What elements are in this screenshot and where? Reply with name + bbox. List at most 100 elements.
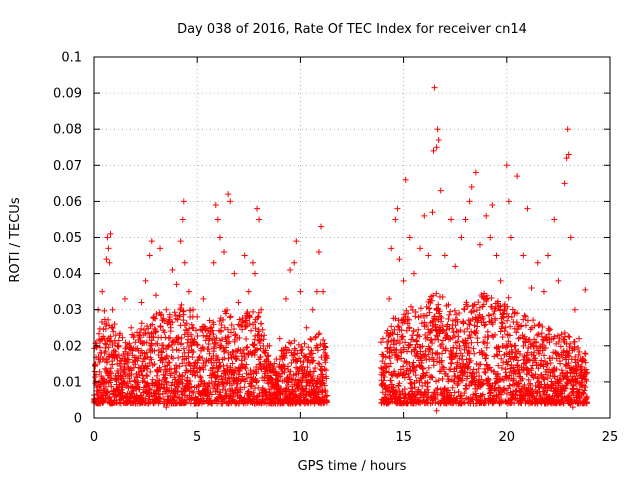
data-point	[380, 377, 387, 384]
data-point	[510, 364, 517, 371]
data-point	[424, 334, 431, 341]
data-point	[510, 392, 517, 399]
data-point	[317, 341, 324, 348]
data-point	[472, 169, 479, 176]
data-point	[144, 353, 151, 360]
data-point	[567, 234, 574, 241]
data-point	[427, 346, 434, 353]
data-point	[224, 334, 231, 341]
data-point	[146, 386, 153, 393]
data-point	[243, 344, 250, 351]
data-point	[505, 294, 512, 301]
data-point	[507, 234, 514, 241]
data-point	[494, 352, 501, 359]
data-point	[216, 359, 223, 366]
data-point	[449, 384, 456, 391]
data-point	[255, 309, 262, 316]
data-point	[400, 346, 407, 353]
data-point	[382, 364, 389, 371]
data-point	[437, 187, 444, 194]
data-point	[181, 259, 188, 266]
data-point	[168, 341, 175, 348]
data-point	[236, 322, 243, 329]
data-point	[434, 126, 441, 133]
data-point	[214, 372, 221, 379]
data-point	[434, 391, 441, 398]
data-point	[253, 370, 260, 377]
data-point	[489, 332, 496, 339]
data-point	[396, 256, 403, 263]
data-point	[183, 320, 190, 327]
data-point	[566, 333, 573, 340]
y-tick-label: 0.06	[53, 195, 82, 210]
data-point	[323, 367, 330, 374]
data-point	[438, 350, 445, 357]
data-point	[540, 288, 547, 295]
data-point	[187, 307, 194, 314]
y-axis-label: ROTI / TECUs	[8, 197, 23, 282]
data-point	[486, 312, 493, 319]
data-point	[467, 357, 474, 364]
data-point	[471, 350, 478, 357]
data-point	[116, 352, 123, 359]
data-point	[494, 370, 501, 377]
data-point	[378, 339, 385, 346]
data-point	[92, 361, 99, 368]
data-point	[581, 350, 588, 357]
data-point	[157, 323, 164, 330]
data-point	[189, 388, 196, 395]
data-point	[565, 333, 572, 340]
data-point	[106, 338, 113, 345]
data-point	[301, 340, 308, 347]
data-point	[231, 370, 238, 377]
data-point	[221, 347, 228, 354]
data-point	[291, 259, 298, 266]
data-point	[513, 319, 520, 326]
data-point	[193, 341, 200, 348]
data-point	[530, 374, 537, 381]
data-point	[529, 386, 536, 393]
data-point	[299, 346, 306, 353]
data-point	[108, 375, 115, 382]
data-point	[251, 270, 258, 277]
data-point	[225, 374, 232, 381]
data-point	[297, 358, 304, 365]
data-point	[433, 144, 440, 151]
data-point	[574, 344, 581, 351]
data-point	[499, 320, 506, 327]
data-point	[459, 352, 466, 359]
data-point	[422, 390, 429, 397]
data-point	[476, 241, 483, 248]
data-point	[388, 245, 395, 252]
data-point	[185, 288, 192, 295]
data-point	[464, 335, 471, 342]
data-point	[314, 347, 321, 354]
data-point	[238, 377, 245, 384]
data-point	[235, 371, 242, 378]
data-point	[529, 392, 536, 399]
data-point	[323, 375, 330, 382]
data-point	[461, 390, 468, 397]
data-point	[394, 205, 401, 212]
data-point	[311, 377, 318, 384]
data-point	[223, 310, 230, 317]
data-point	[452, 322, 459, 329]
data-point	[507, 341, 514, 348]
data-point	[135, 379, 142, 386]
data-point	[498, 364, 505, 371]
data-point	[509, 349, 516, 356]
y-tick-label: 0.09	[53, 87, 82, 102]
data-point	[119, 334, 126, 341]
data-point	[216, 381, 223, 388]
data-point	[532, 371, 539, 378]
data-point	[256, 216, 263, 223]
data-point	[404, 320, 411, 327]
data-point	[235, 321, 242, 328]
data-point	[400, 277, 407, 284]
data-point	[451, 307, 458, 314]
data-point	[252, 325, 259, 332]
data-point	[305, 356, 312, 363]
data-point	[302, 386, 309, 393]
data-point	[555, 277, 562, 284]
data-point	[561, 180, 568, 187]
